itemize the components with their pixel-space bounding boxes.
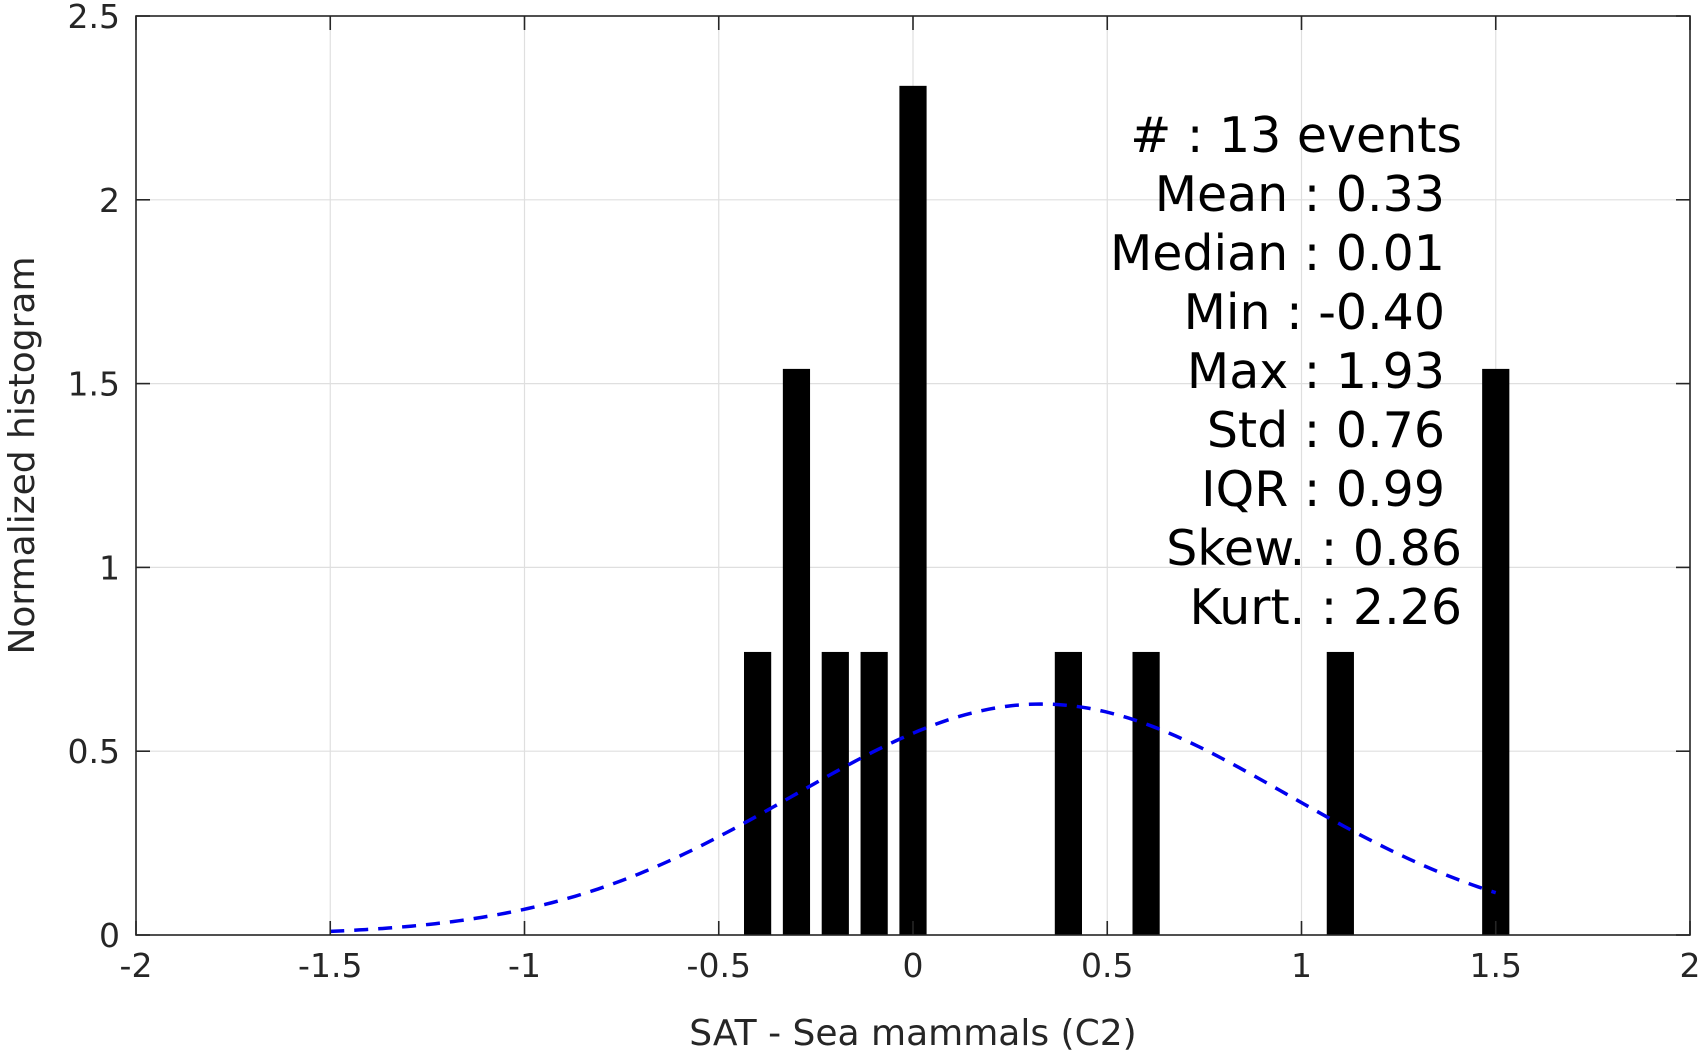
x-tick-label: 0 — [903, 946, 924, 985]
histogram-bar-4 — [899, 85, 927, 936]
x-tick-label: 1.5 — [1470, 946, 1522, 985]
stats-line: IQR : 0.99 — [1201, 461, 1445, 518]
x-tick-labels: -2 -1.5 -1 -0.5 0 0.5 1 1.5 2 — [120, 946, 1701, 985]
x-tick-label: -0.5 — [687, 946, 751, 985]
histogram-bar-8 — [1482, 368, 1510, 935]
histogram-bar-7 — [1326, 651, 1354, 935]
x-tick-label: -1.5 — [298, 946, 362, 985]
y-tick-labels: 0 0.5 1 1.5 2 2.5 — [68, 0, 120, 955]
normal-fit-curve — [330, 702, 1497, 934]
y-tick-label: 1.5 — [68, 365, 120, 404]
stats-line: # : 13 events — [1130, 107, 1462, 164]
x-tick-label: -2 — [120, 946, 153, 985]
x-tick-label: 0.5 — [1081, 946, 1133, 985]
stats-line: Kurt. : 2.26 — [1190, 579, 1462, 636]
x-tick-label: 2 — [1680, 946, 1701, 985]
stats-line: Max : 1.93 — [1187, 343, 1445, 400]
stats-line: Median : 0.01 — [1110, 225, 1445, 282]
histogram-bar-1 — [782, 368, 811, 935]
stats-line: Mean : 0.33 — [1155, 166, 1445, 223]
stats-line: Min : -0.40 — [1184, 284, 1445, 341]
stats-line: Std : 0.76 — [1207, 402, 1445, 459]
y-tick-label: 1 — [99, 548, 120, 587]
histogram-bar-3 — [860, 651, 888, 935]
y-tick-label: 0 — [99, 916, 120, 955]
y-tick-label: 0.5 — [68, 732, 120, 771]
axis-ticks — [135, 15, 1691, 936]
histogram-bars — [744, 85, 1510, 936]
x-axis-label: SAT - Sea mammals (C2) — [689, 1013, 1136, 1053]
histogram-bar-6 — [1132, 651, 1160, 935]
histogram-bar-0 — [744, 651, 772, 935]
histogram-bar-5 — [1054, 651, 1082, 935]
histogram-bar-2 — [821, 651, 849, 935]
stats-line: Skew. : 0.86 — [1166, 520, 1462, 577]
y-axis-label: Normalized histogram — [2, 256, 43, 654]
x-tick-label: -1 — [508, 946, 541, 985]
x-tick-label: 1 — [1291, 946, 1312, 985]
y-tick-label: 2 — [99, 181, 120, 220]
y-tick-label: 2.5 — [68, 0, 120, 36]
